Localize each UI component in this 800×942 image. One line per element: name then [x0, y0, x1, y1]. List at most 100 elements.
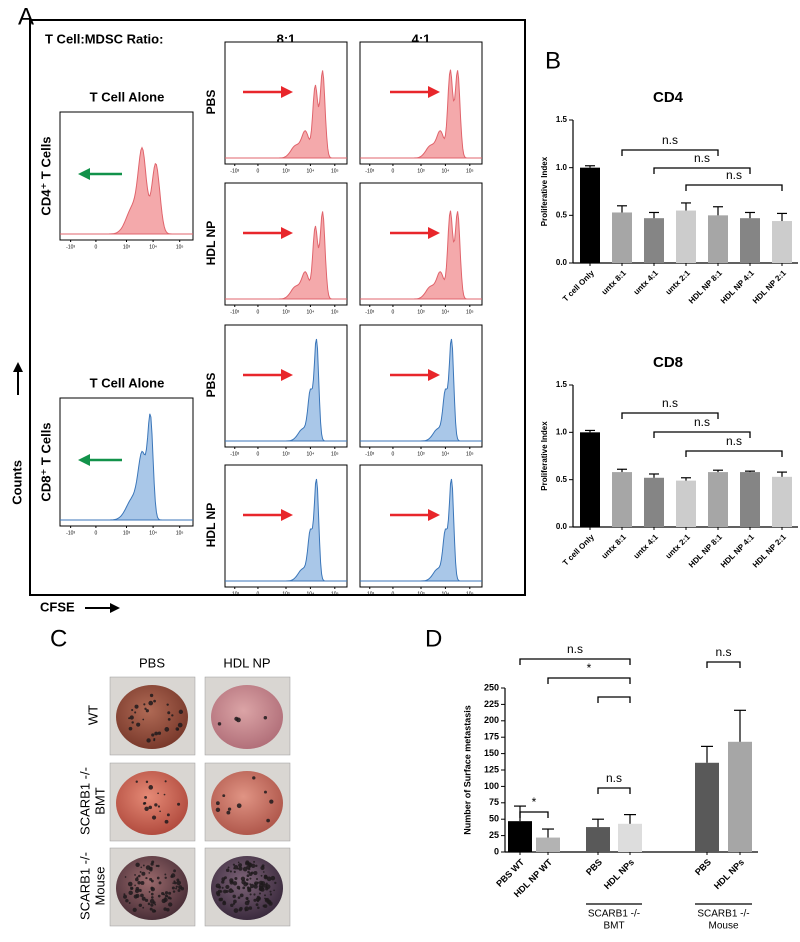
significance-bracket [597, 696, 631, 703]
metastasis-spot [157, 792, 159, 795]
histogram-tick-label: 10⁵ [466, 591, 474, 597]
metastasis-spot [143, 703, 146, 706]
metastasis-spot [134, 888, 140, 894]
metastasis-spot [234, 716, 239, 721]
significance-label: n.s [606, 771, 622, 785]
metastasis-spot [123, 893, 126, 896]
metastasis-spot [266, 876, 272, 882]
metastasis-spot [123, 894, 127, 899]
y-tick-label: 1.0 [556, 427, 568, 436]
metastasis-spot [138, 874, 141, 878]
y-tick-label: 150 [484, 748, 499, 758]
y-tick-label: 25 [489, 830, 499, 840]
bar [676, 480, 696, 527]
histogram-tick-label: -10³ [365, 168, 374, 174]
arrow-head [428, 369, 440, 381]
significance-bracket [653, 167, 751, 174]
metastasis-spot [161, 898, 167, 904]
metastasis-spot [129, 886, 134, 891]
metastasis-spot [128, 726, 133, 731]
metastasis-spot [131, 721, 134, 724]
metastasis-spot [259, 880, 264, 885]
metastasis-spot [260, 887, 265, 892]
metastasis-spot [131, 708, 134, 712]
lung [116, 771, 188, 835]
metastasis-spot [127, 881, 133, 887]
metastasis-spot [173, 880, 176, 883]
metastasis-spot [242, 886, 246, 890]
significance-label: n.s [662, 396, 678, 410]
metastasis-spot [232, 902, 236, 905]
metastasis-spot [149, 866, 153, 871]
treatment-label: HDL NP [204, 221, 218, 265]
metastasis-spot [148, 805, 153, 810]
histogram [360, 338, 482, 442]
metastasis-spot [253, 860, 256, 863]
metastasis-spot [255, 897, 260, 902]
histogram-tick-label: -10³ [66, 530, 75, 536]
metastasis-spot [159, 810, 161, 813]
significance-bracket [547, 677, 631, 684]
metastasis-spot [129, 715, 134, 720]
significance-label: * [587, 661, 592, 675]
bar [676, 210, 696, 263]
metastasis-spot [227, 807, 232, 811]
histogram-tick-label: 10⁵ [176, 530, 184, 536]
metastasis-spot [153, 739, 156, 742]
metastasis-spot [151, 733, 155, 737]
metastasis-spot [263, 883, 268, 888]
y-tick-label: 1.5 [556, 115, 568, 124]
histogram-tick-label: 10⁴ [442, 451, 450, 457]
x-tick-label: untx 8:1 [600, 268, 628, 296]
metastasis-spot [237, 861, 240, 864]
metastasis-spot [260, 865, 265, 871]
metastasis-spot [244, 906, 250, 912]
metastasis-spot [138, 903, 143, 908]
metastasis-spot [227, 866, 230, 869]
metastasis-spot [144, 795, 148, 799]
metastasis-spot [221, 880, 225, 884]
y-tick-label: 175 [484, 732, 499, 742]
metastasis-spot [172, 882, 175, 884]
axis-arrow-head [110, 603, 120, 613]
histogram-tick-label: -10³ [230, 309, 239, 315]
metastasis-spot [263, 715, 268, 720]
arrow-head [428, 227, 440, 239]
significance-bracket [685, 184, 783, 191]
metastasis-spot [140, 866, 143, 869]
metastasis-spot [254, 881, 258, 886]
metastasis-spot [218, 897, 222, 902]
metastasis-spot [171, 714, 174, 717]
row-label: SCARB1 -/- [77, 767, 92, 835]
metastasis-spot [157, 894, 161, 898]
significance-label: n.s [726, 434, 742, 448]
histogram-tick-label: 10⁵ [466, 451, 474, 457]
metastasis-spot [253, 893, 256, 896]
bar [580, 432, 600, 527]
metastasis-spot [263, 875, 268, 880]
metastasis-spot [247, 870, 250, 874]
metastasis-spot [134, 711, 137, 714]
panel-letter: C [50, 625, 67, 652]
x-tick-label: untx 4:1 [632, 532, 660, 560]
metastasis-spot [232, 863, 236, 866]
bar [612, 472, 632, 527]
metastasis-spot [233, 870, 236, 873]
x-tick-label: untx 2:1 [664, 532, 692, 560]
x-tick-label: HDL NPs [712, 857, 746, 891]
metastasis-spot [229, 870, 232, 873]
histogram-tick-label: -10³ [365, 591, 374, 597]
chart-title: CD4 [653, 89, 684, 106]
y-tick-label: 1.5 [556, 380, 568, 389]
metastasis-spot [216, 892, 221, 897]
metastasis-spot [177, 722, 183, 728]
metastasis-spot [164, 873, 167, 876]
metastasis-spot [151, 909, 156, 913]
metastasis-spot [164, 819, 169, 824]
significance-bracket [621, 149, 719, 156]
bar [508, 821, 532, 852]
bar [708, 215, 728, 263]
metastasis-spot [145, 780, 149, 784]
significance-label: n.s [715, 645, 731, 659]
